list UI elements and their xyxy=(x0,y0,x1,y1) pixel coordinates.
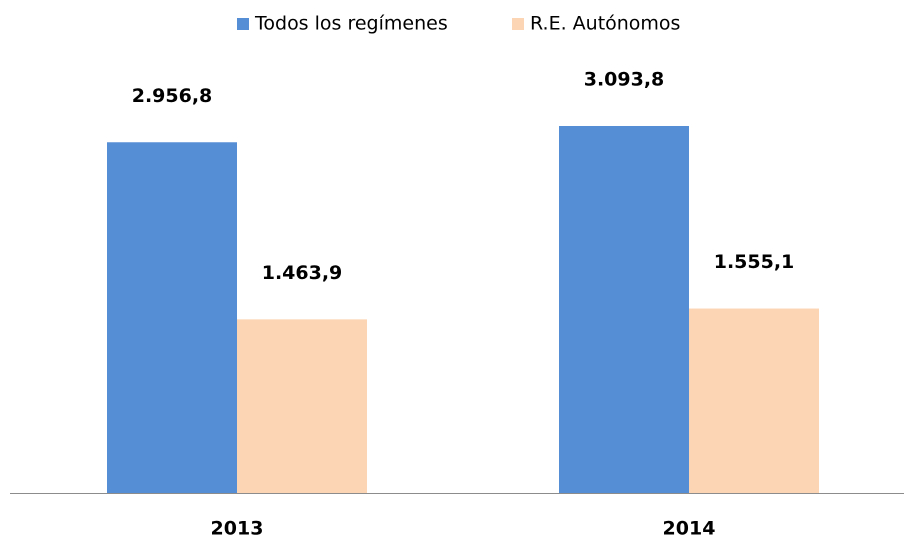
bar xyxy=(689,308,819,493)
legend-swatch xyxy=(237,18,249,30)
bar xyxy=(107,142,237,494)
value-label: 1.555,1 xyxy=(714,251,795,273)
bar xyxy=(559,126,689,493)
legend-swatch xyxy=(512,18,524,30)
bar xyxy=(237,319,367,493)
value-label: 3.093,8 xyxy=(584,69,665,91)
value-label: 1.463,9 xyxy=(262,262,343,284)
value-label: 2.956,8 xyxy=(132,85,213,107)
x-tick-label: 2013 xyxy=(211,518,264,539)
legend-label: R.E. Autónomos xyxy=(530,13,680,35)
x-tick-label: 2014 xyxy=(663,518,716,539)
legend-label: Todos los regímenes xyxy=(254,13,448,35)
